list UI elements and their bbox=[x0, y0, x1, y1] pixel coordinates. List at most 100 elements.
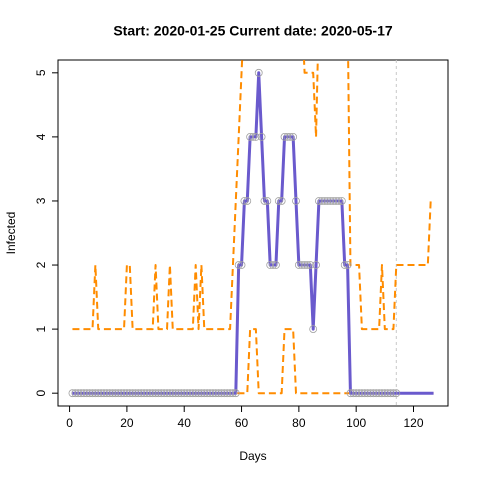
data-point bbox=[389, 389, 398, 398]
data-point bbox=[274, 197, 283, 205]
data-point bbox=[303, 261, 312, 269]
data-point bbox=[180, 389, 189, 398]
data-point bbox=[363, 389, 372, 398]
y-tick-label: 4 bbox=[34, 133, 48, 140]
data-point bbox=[145, 389, 154, 398]
data-point bbox=[80, 389, 88, 398]
chart-title: Start: 2020-01-25 Current date: 2020-05-… bbox=[113, 23, 393, 39]
y-tick-label: 5 bbox=[34, 69, 48, 76]
data-point bbox=[183, 389, 191, 398]
data-point bbox=[369, 389, 378, 398]
data-point bbox=[309, 325, 318, 334]
data-point bbox=[105, 389, 114, 398]
data-point bbox=[88, 389, 97, 398]
data-point bbox=[125, 389, 134, 398]
data-point bbox=[272, 261, 280, 269]
data-point bbox=[366, 389, 375, 398]
data-point bbox=[335, 197, 343, 205]
data-point bbox=[375, 389, 384, 398]
data-point bbox=[254, 68, 263, 77]
data-point bbox=[346, 389, 355, 398]
x-tick-label: 60 bbox=[235, 416, 249, 430]
data-point bbox=[74, 389, 83, 398]
band-line bbox=[72, 60, 434, 331]
data-point bbox=[102, 389, 111, 398]
band-line bbox=[72, 328, 434, 395]
data-point bbox=[360, 389, 369, 398]
data-point bbox=[220, 389, 229, 398]
data-point bbox=[223, 389, 232, 398]
data-point bbox=[148, 389, 157, 398]
data-point bbox=[349, 389, 358, 398]
data-point bbox=[91, 389, 100, 398]
data-point bbox=[312, 261, 320, 269]
data-point bbox=[120, 389, 128, 398]
data-point bbox=[171, 389, 180, 398]
data-point bbox=[286, 132, 295, 141]
data-point bbox=[82, 389, 91, 398]
data-point bbox=[257, 132, 266, 141]
data-point bbox=[240, 197, 249, 205]
data-point bbox=[97, 389, 106, 398]
data-point bbox=[392, 389, 401, 398]
data-point bbox=[355, 389, 363, 398]
data-point bbox=[71, 389, 80, 398]
data-point bbox=[163, 389, 171, 398]
data-point bbox=[151, 389, 160, 398]
x-axis-label: Days bbox=[239, 449, 266, 463]
data-point bbox=[294, 261, 303, 269]
data-point bbox=[343, 261, 352, 269]
data-point bbox=[289, 132, 298, 141]
data-point bbox=[380, 389, 389, 398]
data-point bbox=[280, 132, 289, 141]
data-point bbox=[200, 389, 209, 398]
data-point bbox=[234, 261, 243, 269]
data-point bbox=[94, 389, 103, 398]
data-point bbox=[143, 389, 151, 398]
data-point bbox=[214, 389, 223, 398]
x-tick-label: 100 bbox=[346, 416, 366, 430]
data-point bbox=[100, 389, 108, 398]
data-point bbox=[323, 197, 332, 205]
data-point bbox=[194, 389, 203, 398]
data-point bbox=[128, 389, 137, 398]
data-point bbox=[122, 389, 131, 398]
data-point bbox=[266, 261, 275, 269]
data-point bbox=[320, 197, 329, 205]
data-point bbox=[317, 197, 326, 205]
x-tick-label: 80 bbox=[292, 416, 306, 430]
data-point bbox=[352, 389, 361, 398]
data-point bbox=[269, 261, 277, 269]
data-point bbox=[77, 389, 85, 398]
data-point bbox=[329, 197, 338, 205]
data-point bbox=[300, 261, 309, 269]
data-point bbox=[246, 132, 255, 141]
data-point bbox=[249, 132, 257, 141]
data-point bbox=[383, 389, 392, 398]
data-point bbox=[251, 132, 260, 141]
x-tick-label: 120 bbox=[403, 416, 423, 430]
data-point bbox=[108, 389, 117, 398]
data-point bbox=[229, 389, 237, 398]
data-point bbox=[174, 389, 183, 398]
x-tick-label: 20 bbox=[120, 416, 134, 430]
data-point bbox=[297, 261, 306, 269]
data-point bbox=[131, 389, 140, 398]
data-point bbox=[140, 389, 148, 398]
data-point bbox=[372, 389, 381, 398]
y-tick-label: 0 bbox=[34, 390, 48, 397]
data-point bbox=[263, 197, 272, 205]
data-point bbox=[85, 389, 94, 398]
data-point bbox=[154, 389, 163, 398]
data-point bbox=[157, 389, 166, 398]
data-point bbox=[177, 389, 186, 398]
data-point bbox=[283, 132, 292, 141]
data-point bbox=[260, 197, 269, 205]
data-point bbox=[168, 389, 177, 398]
data-point bbox=[231, 389, 240, 398]
data-point bbox=[206, 389, 214, 398]
data-point bbox=[211, 389, 220, 398]
plot-frame bbox=[57, 59, 449, 407]
data-point bbox=[160, 389, 169, 398]
